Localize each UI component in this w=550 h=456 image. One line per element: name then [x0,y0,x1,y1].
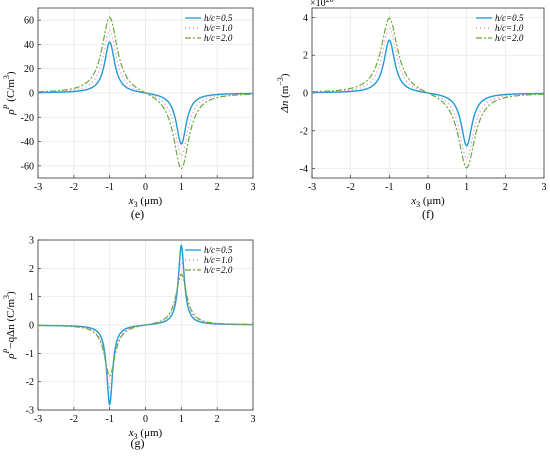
x-label-unit: (μm) [420,195,445,207]
x-tick-label: 2 [503,182,508,193]
x-tick-label: 0 [143,182,148,193]
y-label-unit-power: 3 [2,295,11,299]
legend-entry: h/c=1.0 [495,23,524,33]
y-axis-label: ρP (C/m3) [2,71,17,116]
x-tick-label: 3 [251,414,256,425]
y-tick-label: -40 [21,137,34,148]
y-tick-label: 0 [29,89,34,100]
y-label-unit-power: −3 [276,77,285,86]
y-tick-label: -4 [300,164,308,175]
x-axis-label: x3 (μm) [128,195,163,209]
y-tick-label: -2 [300,126,308,137]
series-line-3 [37,16,254,170]
legend-entry: h/c=1.0 [204,255,233,265]
y-tick-label: -3 [26,406,34,417]
x-label-subscript: 3 [416,200,420,209]
y-tick-label: 2 [303,51,308,62]
panel-label: (e) [131,207,144,221]
y-label-symbol: Δn [279,100,291,113]
y-tick-label: -2 [26,377,34,388]
y-tick-label: 0 [303,89,308,100]
x-tick-label: -2 [346,182,354,193]
y-tick-label: -1 [26,349,34,360]
legend-entry: h/c=2.0 [495,33,524,43]
x-tick-label: -3 [34,182,42,193]
y-label-symbol: ρ [5,353,17,359]
legend-entry: h/c=0.5 [204,13,233,23]
y-exponent-label: ×1020 [310,0,334,9]
x-label-unit: (μm) [138,195,163,207]
y-tick-label: 1 [29,292,34,303]
y-label-symbol: ρ [5,109,17,115]
x-tick-label: -2 [70,182,78,193]
y-label-unit-close: ) [279,73,291,77]
x-tick-label: 0 [426,182,431,193]
x-tick-label: 3 [542,182,547,193]
y-axis-label: Δn (m−3) [276,73,291,113]
x-tick-label: 2 [215,182,220,193]
legend-entry: h/c=2.0 [204,33,233,43]
y-tick-label: -20 [21,113,34,124]
x-tick-label: 1 [464,182,469,193]
series-line-3 [37,273,254,377]
x-tick-label: -3 [34,414,42,425]
legend-entry: h/c=1.0 [204,23,233,33]
x-label-subscript: 3 [134,200,138,209]
y-tick-label: 0 [29,321,34,332]
y-axis-label: ρP−qΔn (C/m3) [2,291,17,360]
exponent-base: ×10 [310,0,326,9]
panel-label: (g) [131,436,145,450]
y-label-unit: (C/m [5,79,17,105]
x-axis-label: x3 (μm) [128,427,163,441]
x-axis-label: x3 (μm) [410,195,445,209]
y-label-superscript: P [2,104,11,110]
y-tick-label: 4 [303,13,308,24]
x-tick-label: 0 [143,414,148,425]
y-tick-label: 60 [24,16,34,27]
x-tick-label: 3 [251,182,256,193]
y-label-unit: −qΔn (C/m [5,298,17,348]
y-label-unit-close: ) [5,291,17,295]
x-label-symbol: x [128,427,134,439]
legend-entry: h/c=0.5 [204,245,233,255]
y-label-unit-close: ) [5,71,17,75]
y-tick-label: -60 [21,161,34,172]
y-tick-label: 3 [29,236,34,247]
y-tick-label: 40 [24,40,34,51]
x-tick-label: -1 [105,182,113,193]
x-label-subscript: 3 [134,432,138,441]
x-tick-label: -1 [385,182,393,193]
x-label-symbol: x [410,195,416,207]
y-tick-label: 20 [24,64,34,75]
x-label-unit: (μm) [138,427,163,439]
y-label-unit: (m [279,85,291,100]
x-tick-label: 2 [215,414,220,425]
series-line-3 [311,17,545,169]
x-label-symbol: x [128,195,134,207]
y-tick-label: 2 [29,264,34,275]
legend-entry: h/c=0.5 [495,13,524,23]
legend-entry: h/c=2.0 [204,265,233,275]
exponent-power: 20 [326,0,334,4]
panel-label: (f) [422,207,434,221]
y-label-superscript: P [2,348,11,354]
x-tick-label: 1 [179,182,184,193]
x-tick-label: 1 [179,414,184,425]
y-label-unit-power: 3 [2,75,11,79]
x-tick-label: -1 [105,414,113,425]
x-tick-label: -3 [308,182,316,193]
x-tick-label: -2 [70,414,78,425]
